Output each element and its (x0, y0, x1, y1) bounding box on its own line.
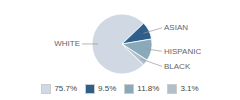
html-text:75.7%: 75.7% (54, 84, 78, 93)
svg-text:WHITE: WHITE (54, 39, 80, 48)
svg-text:BLACK: BLACK (164, 62, 191, 71)
svg-text:ASIAN: ASIAN (164, 23, 188, 32)
html-text:9.5%: 9.5% (98, 84, 117, 93)
html-text:11.8%: 11.8% (137, 84, 160, 93)
svg-text:HISPANIC: HISPANIC (164, 47, 201, 56)
html-text:3.1%: 3.1% (180, 84, 199, 93)
